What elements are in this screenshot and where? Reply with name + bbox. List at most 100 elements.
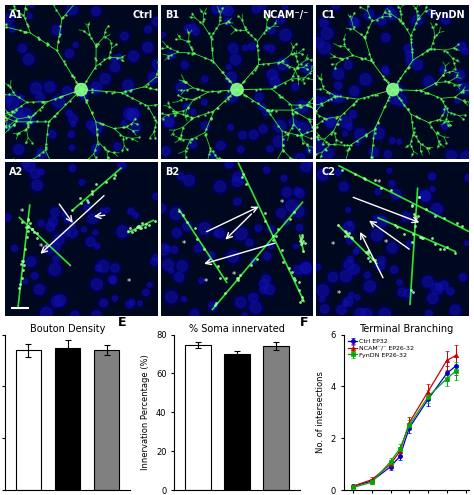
Circle shape (381, 65, 390, 74)
Circle shape (206, 250, 216, 260)
Circle shape (441, 122, 449, 130)
Circle shape (346, 255, 354, 263)
Text: B2: B2 (165, 167, 179, 177)
Text: C2: C2 (321, 167, 335, 177)
Circle shape (339, 182, 348, 191)
Circle shape (459, 84, 470, 94)
Circle shape (148, 72, 159, 83)
Bar (185, 345, 210, 490)
Circle shape (174, 272, 184, 282)
Circle shape (459, 274, 466, 281)
Circle shape (335, 82, 342, 90)
Circle shape (46, 215, 59, 228)
Circle shape (37, 168, 45, 176)
Circle shape (434, 282, 444, 292)
Circle shape (233, 295, 248, 310)
Circle shape (268, 45, 275, 52)
Circle shape (112, 142, 122, 151)
Circle shape (446, 286, 456, 297)
Text: A1: A1 (9, 9, 24, 20)
Text: C1: C1 (321, 9, 335, 20)
Circle shape (373, 214, 381, 222)
Circle shape (2, 213, 12, 222)
Circle shape (349, 293, 354, 298)
Circle shape (319, 42, 330, 54)
Circle shape (38, 169, 44, 175)
Circle shape (62, 212, 66, 216)
Circle shape (298, 260, 314, 276)
Circle shape (93, 242, 101, 250)
Circle shape (315, 264, 320, 270)
Circle shape (250, 2, 262, 15)
Circle shape (281, 175, 287, 181)
Circle shape (428, 293, 438, 303)
Circle shape (193, 243, 204, 254)
Circle shape (120, 32, 128, 40)
Circle shape (286, 200, 297, 211)
Circle shape (328, 272, 337, 282)
Circle shape (380, 32, 392, 44)
Circle shape (342, 257, 356, 272)
Circle shape (360, 74, 371, 85)
Circle shape (163, 259, 173, 270)
Circle shape (54, 235, 64, 245)
Circle shape (48, 217, 57, 226)
Circle shape (31, 273, 38, 279)
Circle shape (354, 250, 358, 254)
Circle shape (291, 82, 300, 92)
Circle shape (35, 285, 44, 295)
Circle shape (94, 263, 103, 273)
Circle shape (440, 67, 446, 73)
Circle shape (27, 12, 33, 19)
Circle shape (337, 305, 346, 315)
Circle shape (255, 225, 262, 232)
Circle shape (173, 270, 186, 284)
Circle shape (98, 71, 112, 86)
Circle shape (288, 117, 298, 128)
Circle shape (153, 254, 160, 261)
Circle shape (387, 168, 392, 173)
Circle shape (397, 280, 402, 285)
Circle shape (392, 92, 408, 108)
Circle shape (189, 24, 196, 31)
Circle shape (391, 82, 403, 95)
Circle shape (312, 141, 322, 151)
Circle shape (337, 180, 350, 193)
Circle shape (388, 180, 396, 188)
Circle shape (353, 249, 359, 255)
Text: *: * (44, 244, 48, 253)
Circle shape (386, 167, 392, 174)
Circle shape (264, 167, 270, 173)
Circle shape (153, 59, 162, 69)
Circle shape (156, 242, 172, 257)
Circle shape (318, 16, 330, 29)
Circle shape (311, 36, 326, 50)
Circle shape (174, 81, 188, 94)
Circle shape (181, 220, 193, 232)
Circle shape (332, 1, 340, 9)
Circle shape (127, 49, 141, 63)
Circle shape (355, 129, 365, 139)
Circle shape (291, 203, 306, 219)
Circle shape (362, 279, 378, 295)
Circle shape (418, 188, 432, 202)
Circle shape (49, 206, 61, 218)
Circle shape (84, 204, 91, 211)
Circle shape (402, 212, 410, 221)
Circle shape (94, 148, 99, 153)
Circle shape (15, 107, 24, 116)
Circle shape (80, 93, 88, 101)
Circle shape (325, 117, 336, 127)
Circle shape (78, 179, 86, 187)
Circle shape (223, 5, 233, 16)
Circle shape (109, 262, 121, 274)
Text: *: * (182, 240, 186, 249)
Circle shape (297, 101, 308, 112)
Circle shape (376, 255, 387, 266)
Circle shape (228, 251, 239, 262)
Circle shape (442, 123, 448, 129)
Circle shape (64, 217, 70, 222)
Circle shape (195, 244, 202, 252)
Circle shape (422, 276, 433, 287)
Circle shape (3, 94, 14, 105)
